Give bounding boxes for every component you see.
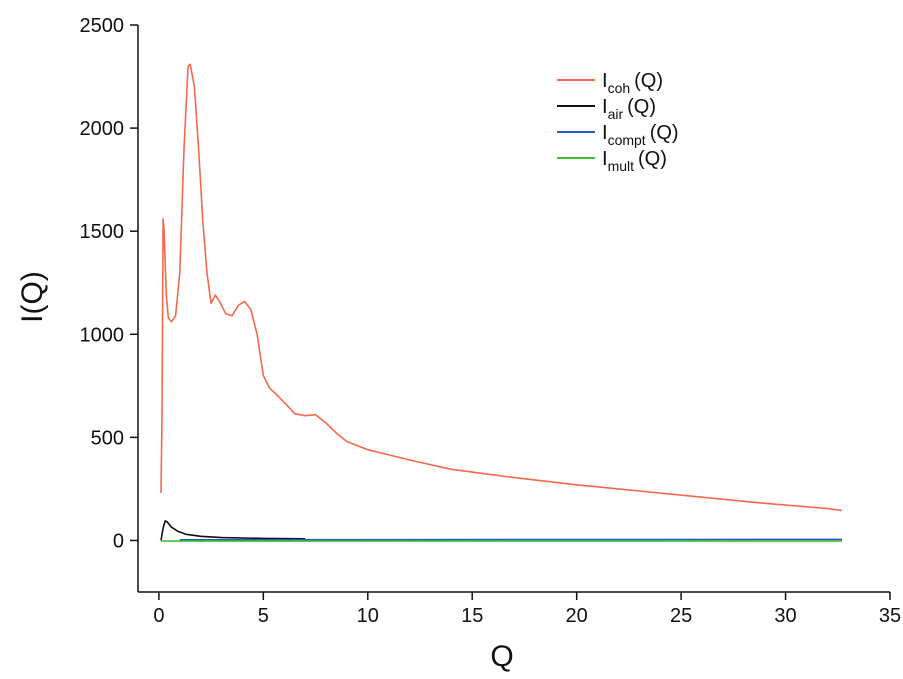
legend-label-air: Iair (Q) xyxy=(602,96,656,122)
y-tick-label: 0 xyxy=(113,530,124,552)
ticks: 0 5 10 15 20 25 30 35 0 500 1000 1500 2000 2500 xyxy=(80,15,902,627)
y-tick-label: 500 xyxy=(91,427,124,449)
x-tick-label: 25 xyxy=(670,605,692,627)
y-axis-title: I(Q) xyxy=(16,271,49,323)
x-tick-label: 0 xyxy=(153,605,164,627)
legend-label-mult: Imult (Q) xyxy=(602,148,667,174)
x-axis-title: Q xyxy=(490,640,513,673)
y-tick-label: 2000 xyxy=(80,118,125,140)
x-tick-label: 35 xyxy=(879,605,901,627)
y-tick-label: 1000 xyxy=(80,324,125,346)
legend-label-compt: Icompt (Q) xyxy=(602,122,679,148)
series-line-air xyxy=(160,520,306,541)
x-tick-label: 15 xyxy=(461,605,483,627)
x-tick-label: 30 xyxy=(774,605,796,627)
series-line-coh xyxy=(160,63,843,512)
y-tick-label: 1500 xyxy=(80,221,125,243)
x-tick-label: 5 xyxy=(258,605,269,627)
y-tick-label: 2500 xyxy=(80,15,125,37)
legend: Icoh (Q)Iair (Q)Icompt (Q)Imult (Q) xyxy=(557,70,679,174)
x-tick-label: 10 xyxy=(357,605,379,627)
x-tick-label: 20 xyxy=(566,605,588,627)
series-lines xyxy=(160,63,843,542)
legend-label-coh: Icoh (Q) xyxy=(602,70,663,96)
